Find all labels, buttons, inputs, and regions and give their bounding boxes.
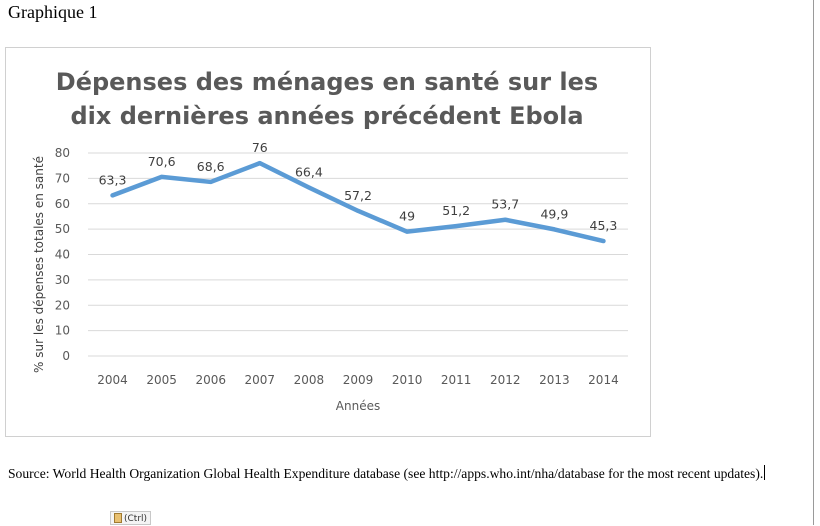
data-point xyxy=(552,227,557,232)
x-axis-title: Années xyxy=(336,399,380,413)
data-label: 45,3 xyxy=(590,218,618,233)
x-tick-label: 2006 xyxy=(195,373,226,387)
y-tick-label: 0 xyxy=(62,349,70,363)
y-tick-label: 20 xyxy=(55,298,70,312)
data-point xyxy=(306,185,311,190)
data-label: 63,3 xyxy=(99,172,127,187)
chart-title-line: Dépenses des ménages en santé sur les xyxy=(56,68,598,96)
y-tick-label: 30 xyxy=(55,273,70,287)
clipboard-icon xyxy=(114,513,122,523)
data-point xyxy=(601,239,606,244)
x-tick-label: 2009 xyxy=(343,373,374,387)
data-point xyxy=(159,174,164,179)
y-axis-title: % sur les dépenses totales en santé xyxy=(32,156,46,373)
data-label: 70,6 xyxy=(148,154,176,169)
source-note[interactable]: Source: World Health Organization Global… xyxy=(8,460,813,487)
data-point xyxy=(454,224,459,229)
data-label: 53,7 xyxy=(491,197,519,212)
chart-title-line: dix dernières années précédent Ebola xyxy=(70,102,583,130)
text-cursor xyxy=(764,465,766,480)
x-tick-label: 2004 xyxy=(97,373,128,387)
page-heading: Graphique 1 xyxy=(8,2,98,22)
x-tick-label: 2005 xyxy=(146,373,177,387)
source-text: Source: World Health Organization Global… xyxy=(8,466,764,481)
data-label: 76 xyxy=(252,140,268,155)
data-point xyxy=(257,161,262,166)
x-tick-label: 2010 xyxy=(392,373,423,387)
data-point xyxy=(503,217,508,222)
y-tick-label: 40 xyxy=(55,248,70,262)
data-label: 49 xyxy=(399,209,415,224)
chart-container[interactable]: Dépenses des ménages en santé sur les dix… xyxy=(5,47,651,437)
y-tick-label: 50 xyxy=(55,222,70,236)
data-point xyxy=(356,208,360,213)
x-tick-label: 2011 xyxy=(441,373,472,387)
line-chart: Dépenses des ménages en santé sur les dix… xyxy=(32,68,628,413)
x-tick-label: 2014 xyxy=(588,373,619,387)
data-label: 66,4 xyxy=(295,165,323,180)
page-edge xyxy=(813,0,814,525)
data-label: 49,9 xyxy=(540,206,568,221)
y-tick-label: 10 xyxy=(55,324,70,338)
x-tick-label: 2007 xyxy=(245,373,276,387)
x-tick-label: 2013 xyxy=(539,373,570,387)
y-tick-label: 80 xyxy=(55,146,70,160)
data-label: 51,2 xyxy=(442,203,470,218)
x-tick-label: 2008 xyxy=(294,373,325,387)
data-point xyxy=(110,193,115,198)
data-point xyxy=(405,229,410,234)
paste-options-button[interactable]: (Ctrl) xyxy=(110,511,152,525)
data-label: 57,2 xyxy=(344,188,372,203)
x-tick-label: 2012 xyxy=(490,373,521,387)
data-label: 68,6 xyxy=(197,159,225,174)
y-tick-label: 60 xyxy=(55,197,70,211)
y-tick-label: 70 xyxy=(55,171,70,185)
data-point xyxy=(208,179,213,184)
paste-options-label: (Ctrl) xyxy=(124,514,148,524)
